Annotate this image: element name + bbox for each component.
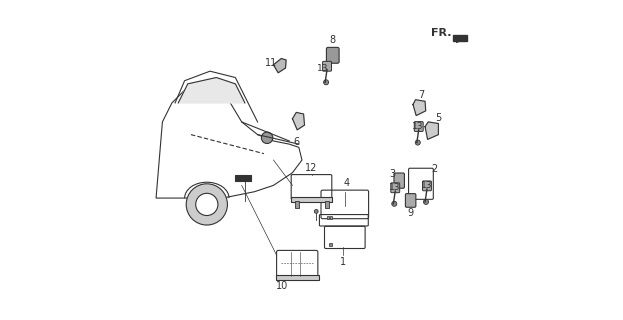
Polygon shape [292, 112, 305, 130]
Circle shape [315, 210, 318, 213]
FancyBboxPatch shape [394, 173, 404, 188]
Polygon shape [178, 77, 245, 103]
Polygon shape [156, 84, 302, 198]
FancyBboxPatch shape [323, 61, 331, 71]
Text: 13: 13 [412, 122, 424, 131]
FancyBboxPatch shape [406, 194, 416, 207]
Text: 9: 9 [407, 208, 414, 218]
Text: 13: 13 [389, 183, 401, 192]
Bar [235, 175, 251, 180]
Circle shape [424, 199, 429, 204]
Text: 1: 1 [340, 257, 346, 267]
Circle shape [262, 132, 273, 143]
Bar [330, 216, 333, 219]
Text: 6: 6 [294, 137, 300, 147]
Bar [295, 201, 299, 208]
Text: 12: 12 [305, 163, 318, 173]
Bar [276, 275, 319, 280]
Text: 8: 8 [329, 35, 335, 45]
Circle shape [416, 140, 421, 145]
Text: FR.: FR. [430, 28, 451, 38]
Bar [326, 216, 330, 219]
Polygon shape [273, 59, 286, 73]
Polygon shape [413, 100, 426, 116]
Bar [329, 243, 332, 246]
Text: 10: 10 [276, 281, 288, 291]
Text: 13: 13 [421, 181, 432, 190]
Circle shape [196, 193, 218, 215]
Text: 3: 3 [389, 169, 395, 179]
Circle shape [392, 201, 397, 206]
Polygon shape [425, 122, 439, 140]
FancyBboxPatch shape [391, 183, 400, 193]
Text: 5: 5 [435, 113, 442, 123]
Text: 11: 11 [265, 59, 277, 68]
FancyBboxPatch shape [422, 181, 431, 191]
Text: 4: 4 [343, 178, 350, 188]
Bar [325, 201, 330, 208]
Text: 13: 13 [317, 64, 329, 73]
Text: 2: 2 [430, 164, 437, 174]
Circle shape [186, 184, 227, 225]
Circle shape [323, 80, 328, 85]
Bar [453, 35, 467, 41]
FancyBboxPatch shape [326, 47, 339, 63]
Bar [291, 197, 332, 202]
Text: 7: 7 [418, 90, 424, 100]
FancyBboxPatch shape [414, 122, 423, 132]
